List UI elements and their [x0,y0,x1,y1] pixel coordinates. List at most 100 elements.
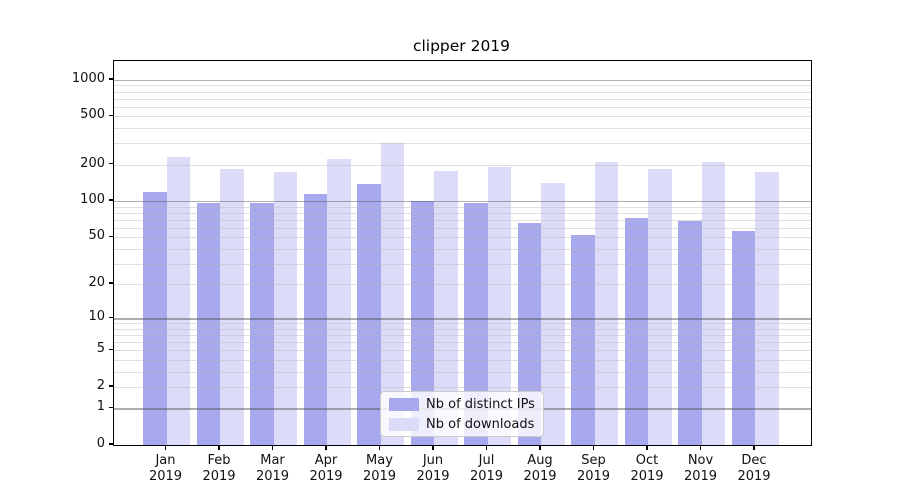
x-tick-label: Sep 2019 [567,453,621,485]
plot-area [113,60,812,446]
x-tick [378,445,381,450]
x-tick-year: 2019 [469,469,504,484]
bar-distinct-ips [357,183,381,445]
gridline-minor [114,106,811,108]
x-tick [164,445,167,450]
y-tick [108,199,113,201]
x-tick-label: Mar 2019 [246,453,300,485]
y-tick-label: 100 [80,192,105,208]
x-tick-month: May [366,453,393,468]
legend: Nb of distinct IPs Nb of downloads [380,391,544,437]
x-tick-month: Nov [687,453,714,468]
x-tick-label: Jan 2019 [139,453,193,485]
bar-distinct-ips [143,192,167,445]
y-tick [108,282,113,284]
x-tick-year: 2019 [202,469,236,484]
bar-distinct-ips [250,203,274,445]
x-tick-year: 2019 [148,469,183,484]
bar-downloads [755,172,779,445]
bar-downloads [541,183,565,445]
bar-downloads [648,169,672,445]
x-tick [218,445,220,450]
x-tick-month: Apr [314,453,338,468]
y-tick-label: 0 [96,436,105,451]
x-tick [485,445,488,450]
x-tick [592,445,595,450]
x-tick-label: Jun 2019 [406,453,460,485]
legend-item-distinct-ips: Nb of distinct IPs [381,396,543,412]
bar-downloads [273,172,297,445]
y-tick [108,443,113,445]
x-tick-label: Nov 2019 [674,453,728,485]
bar-distinct-ips [303,193,327,445]
gridline-major [114,79,811,82]
legend-label-distinct-ips: Nb of distinct IPs [426,396,535,412]
x-tick-label: Oct 2019 [620,453,674,485]
bar-downloads [594,162,618,445]
legend-label-downloads: Nb of downloads [426,416,535,432]
y-tick-label: 50 [88,228,105,244]
gridline-minor [114,98,811,100]
x-tick-year: 2019 [309,469,343,484]
y-tick-label: 20 [88,275,105,291]
x-tick [539,445,541,450]
legend-item-downloads: Nb of downloads [381,416,543,432]
y-tick [108,114,113,117]
chart-title: clipper 2019 [412,37,511,55]
y-tick [108,316,113,318]
gridline-minor [114,128,811,130]
x-tick [646,445,648,450]
x-tick-label: Jul 2019 [460,453,514,485]
y-tick-label: 500 [80,107,105,123]
x-tick [432,445,434,450]
y-tick [108,78,113,80]
bar-distinct-ips [731,231,755,445]
x-tick-label: Apr 2019 [299,453,353,485]
bar-distinct-ips [517,222,541,445]
y-tick-label: 2 [96,377,105,393]
x-tick-month: Sep [581,453,606,468]
bar-distinct-ips [624,218,648,445]
x-tick [325,445,327,450]
x-tick-label: Feb 2019 [192,453,246,485]
x-tick [753,445,755,450]
x-tick-month: Oct [635,453,659,468]
x-tick-year: 2019 [523,469,557,484]
x-tick-label: Dec 2019 [727,453,781,485]
bar-distinct-ips [410,200,434,445]
y-tick-label: 5 [96,341,105,357]
y-tick-label: 1000 [71,70,105,86]
y-tick [108,348,113,350]
x-tick-month: Aug [527,453,553,468]
gridline-minor [114,91,811,93]
x-tick-month: Dec [741,453,767,468]
x-tick-label: May 2019 [353,453,407,485]
bar-downloads [701,161,725,445]
x-tick-year: 2019 [576,469,611,484]
x-tick-month: Mar [260,453,285,468]
x-tick-month: Jul [478,453,495,468]
x-tick-label: Aug 2019 [513,453,567,485]
bar-downloads [166,156,190,445]
x-tick-year: 2019 [255,469,290,484]
y-tick-label: 10 [88,309,105,325]
y-tick-label: 200 [80,155,105,171]
x-tick-year: 2019 [630,469,664,484]
x-tick-year: 2019 [683,469,718,484]
x-tick-year: 2019 [362,469,397,484]
bar-downloads [380,143,404,445]
gridline-minor [114,143,811,145]
bar-distinct-ips [464,202,488,445]
x-tick [271,445,274,450]
x-tick-year: 2019 [416,469,450,484]
legend-swatch-distinct-ips [389,397,419,411]
gridline-minor [114,85,811,87]
y-tick [108,235,113,237]
x-tick-year: 2019 [737,469,771,484]
y-tick [108,385,113,387]
y-tick [108,406,113,409]
bar-downloads [220,168,244,445]
x-tick-month: Jan [155,453,176,468]
gridline-minor [114,116,811,118]
